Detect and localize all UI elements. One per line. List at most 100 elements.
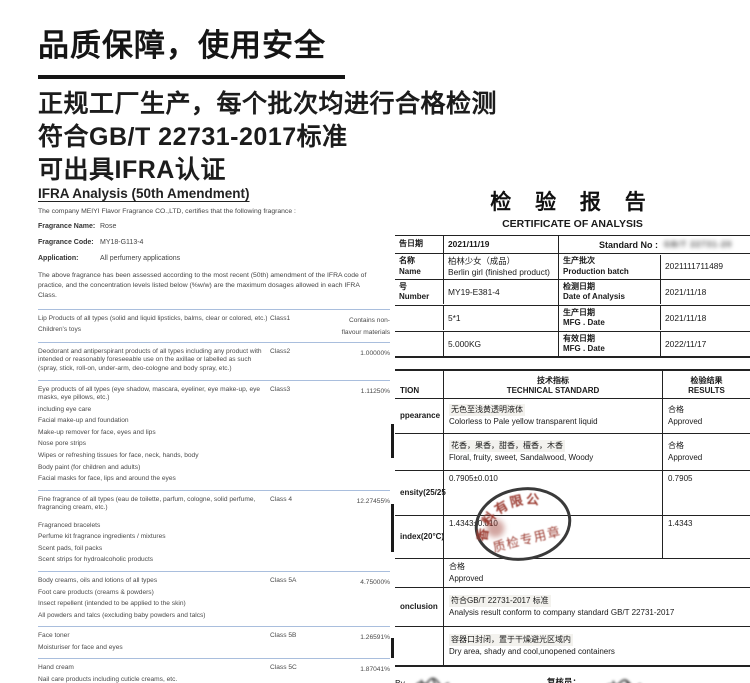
spec-row-conclusion: onclusion 符合GB/T 22731-2017 标准 Analysis r… xyxy=(395,587,750,627)
field-value: All perfumery applications xyxy=(100,255,181,262)
spec-label: index(20°C) xyxy=(400,532,445,542)
result-value: 0.7905 xyxy=(662,471,750,516)
row-value: 2022/11/17 xyxy=(660,331,750,356)
spec-row-odor: 花香，果香，甜香，檀香，木香 Floral, fruity, sweet, San… xyxy=(395,433,750,471)
ifra-class: Class 4 xyxy=(270,495,292,503)
row-label-cn: 号 xyxy=(399,282,407,291)
row-value: 2021111711489 xyxy=(660,254,750,279)
spec-row-approved: 合格 Approved xyxy=(395,558,750,588)
row-label-en: Production batch xyxy=(563,266,629,276)
table-row: Deodorant and antiperspirant products of… xyxy=(38,341,390,380)
storage-en: Dry area, shady and cool,unopened contai… xyxy=(449,647,615,657)
row-label-empty xyxy=(395,332,443,356)
col-label-cn: 检验结果 xyxy=(690,375,723,385)
table-row: Fine fragrance of all types (eau de toil… xyxy=(38,489,390,571)
ifra-value: Contains non- flavour materials xyxy=(341,316,390,336)
signature-scribble xyxy=(417,677,449,683)
table-row: Hand cream Nail care products including … xyxy=(38,658,390,683)
ifra-certificate: IFRA Analysis (50th Amendment) The compa… xyxy=(38,186,390,683)
ifra-category: Scent strips for hydroalcoholic products xyxy=(38,556,154,564)
row-label-cn: 生产批次 xyxy=(563,256,595,266)
row-label-en: MFG . Date xyxy=(563,343,605,353)
standard-en: Colorless to Pale yellow transparent liq… xyxy=(449,417,598,427)
ifra-class-table: Lip Products of all types (solid and liq… xyxy=(38,308,390,683)
spec-header-row: TION 技术指标 TECHNICAL STANDARD 检验结果 RESULTS xyxy=(395,371,750,399)
ifra-note: The above fragrance has been assessed ac… xyxy=(38,272,367,299)
subtitle-line: 符合GB/T 22731-2017标准 xyxy=(38,123,348,151)
row-label-cn: 检测日期 xyxy=(563,282,595,291)
page-title: 品质保障，使用安全 xyxy=(38,28,326,63)
subtitle-line: 可出具IFRA认证 xyxy=(38,156,226,184)
table-row: 5*1 生产日期 MFG . Date 2021/11/18 xyxy=(395,304,750,331)
ifra-category: Nose pore strips xyxy=(38,440,87,448)
coa-spec-table: TION 技术指标 TECHNICAL STANDARD 检验结果 RESULTS … xyxy=(395,369,750,668)
ifra-category: including eye care xyxy=(38,405,92,413)
row-value: 2021/11/18 xyxy=(660,306,750,331)
conclusion-en: Analysis result conform to company stand… xyxy=(449,608,675,618)
ifra-value: 1.87041% xyxy=(360,666,390,674)
ifra-category: Moisturiser for face and eyes xyxy=(38,643,123,651)
ifra-category: Facial make-up and foundation xyxy=(38,417,129,425)
coa-info-table: 告日期 2021/11/19 Standard No : GB/T 22731-… xyxy=(395,235,750,359)
coa-certificate: 检 验 报 告 CERTIFICATE OF ANALYSIS 告日期 2021… xyxy=(391,186,750,683)
row-label-cn: 名称 xyxy=(399,256,415,266)
ifra-intro: The company MEIYI Flavor Fragrance CO.,L… xyxy=(38,208,296,215)
scan-edge-mark xyxy=(391,504,394,552)
result-en: Approved xyxy=(449,574,484,584)
ifra-class: Class3 xyxy=(270,385,291,393)
ifra-category: Eye products of all types (eye shadow, m… xyxy=(38,385,261,402)
row-value: MY19-E381-4 xyxy=(443,280,558,305)
ifra-class: Class 5B xyxy=(270,632,297,640)
row-value: 2021/11/18 xyxy=(660,280,750,305)
result-cn: 合格 xyxy=(668,441,684,451)
spec-row-refractive-index: index(20°C) 1.4343±0.010 1.4343 xyxy=(395,515,750,559)
col-description: TION xyxy=(400,385,420,395)
ifra-category: Deodorant and antiperspirant products of… xyxy=(38,347,262,373)
ifra-class: Class 5A xyxy=(270,577,297,585)
ifra-class: Class1 xyxy=(270,314,291,322)
table-row: 名称 Name 柏林少女（成品） Berlin girl (finished pro… xyxy=(395,253,750,279)
value-cn: 柏林少女（成品） xyxy=(448,256,515,266)
ifra-category: Scent pads, foil packs xyxy=(38,544,103,552)
field-label: Fragrance Name: xyxy=(38,223,96,230)
standard-en: Floral, fruity, sweet, Sandalwood, Woody xyxy=(449,453,594,463)
ifra-category: Hand cream xyxy=(38,664,74,672)
row-label-cn: 有效日期 xyxy=(563,333,595,343)
ifra-field-name: Fragrance Name: Rose xyxy=(38,223,390,230)
ifra-category: Children's toys xyxy=(38,326,82,334)
standard-value: 0.7905±0.010 xyxy=(443,471,662,516)
storage-cn: 容器口封闭，置于干燥避光区域内 xyxy=(449,634,573,647)
ifra-category: Face toner xyxy=(38,632,70,640)
standard-cn: 无色至浅黄透明液体 xyxy=(449,404,525,417)
col-label-en: TECHNICAL STANDARD xyxy=(506,385,600,395)
ifra-value: 12.27455% xyxy=(356,497,390,505)
standard-no-value-redacted: GB/T 22731-20 xyxy=(664,240,733,249)
row-label-en: Date of Analysis xyxy=(563,292,625,302)
field-value: Rose xyxy=(100,223,117,230)
col-label-en: RESULTS xyxy=(688,385,725,395)
row-label-en: MFG . Date xyxy=(563,318,605,328)
table-row: Lip Products of all types (solid and liq… xyxy=(38,308,390,342)
ifra-category: Body paint (for children and adults) xyxy=(38,463,141,471)
ifra-class: Class 5C xyxy=(270,664,297,672)
result-value: 1.4343 xyxy=(662,516,750,559)
col-results: 检验结果 RESULTS xyxy=(662,371,750,399)
coa-subtitle: CERTIFICATE OF ANALYSIS xyxy=(502,218,643,230)
coa-footer: By 复核员： Checked By xyxy=(395,676,750,683)
ifra-value: 1.00000% xyxy=(360,349,390,357)
spec-row-appearance: ppearance 无色至浅黄透明液体 Colorless to Pale yel… xyxy=(395,398,750,434)
result-en: Approved xyxy=(668,453,703,463)
spec-label xyxy=(395,627,443,665)
spec-label: onclusion xyxy=(400,602,438,612)
ifra-value: 1.11250% xyxy=(360,387,390,395)
table-row: 号 Number MY19-E381-4 检测日期 Date of Analysis… xyxy=(395,279,750,305)
spec-row-storage: 容器口封闭，置于干燥避光区域内 Dry area, shady and cool,… xyxy=(395,626,750,666)
field-label: Fragrance Code: xyxy=(38,239,94,246)
row-label-cn: 生产日期 xyxy=(563,307,595,317)
field-value: MY18-G113-4 xyxy=(100,239,144,246)
conclusion-cn: 符合GB/T 22731-2017 标准 xyxy=(449,595,551,608)
checked-by-label-cn: 复核员： xyxy=(546,677,581,683)
table-row: Face toner Moisturiser for face and eyes… xyxy=(38,626,390,658)
coa-title: 检 验 报 告 xyxy=(490,191,655,214)
